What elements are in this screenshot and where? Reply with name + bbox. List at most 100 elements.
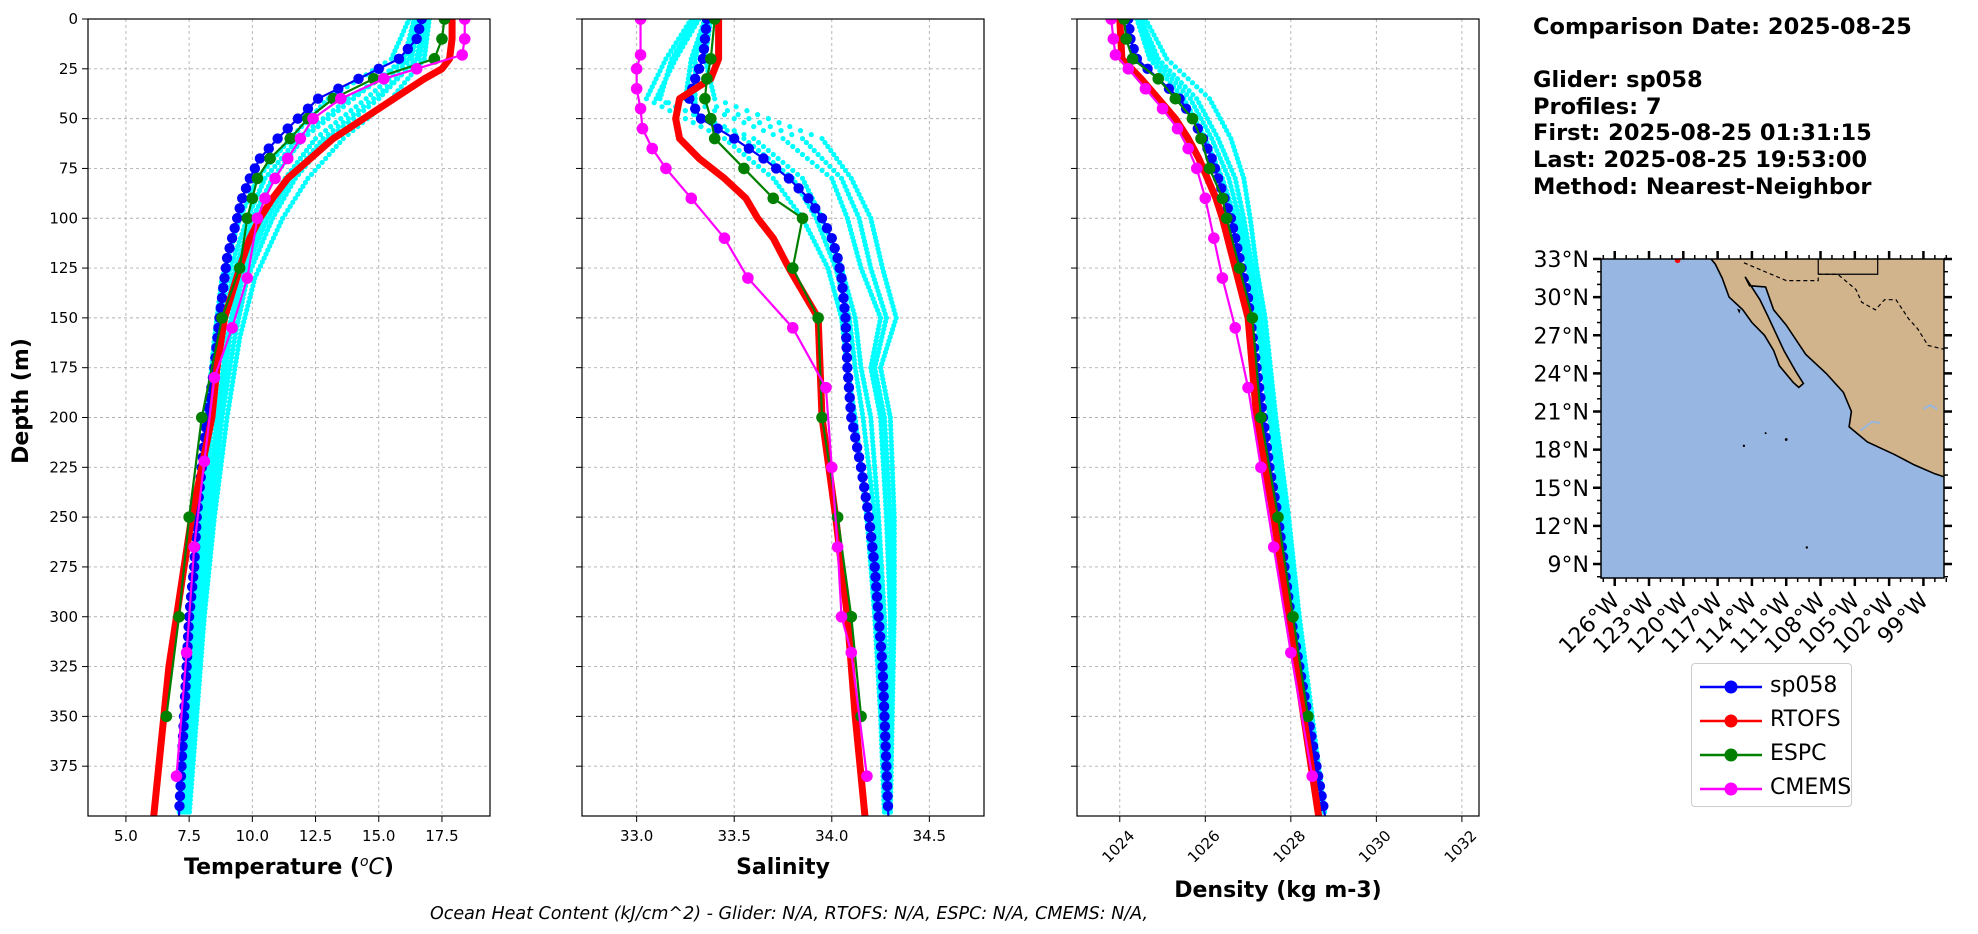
espc-point bbox=[251, 172, 264, 185]
depth-axis-label: Depth (m) bbox=[9, 338, 34, 464]
glider-profile-point bbox=[1241, 219, 1248, 225]
glider-profile-point bbox=[1202, 92, 1208, 98]
glider-profile-point bbox=[368, 92, 374, 98]
last-time: Last: 2025-08-25 19:53:00 bbox=[1533, 146, 1868, 173]
glider-profile-point bbox=[1239, 171, 1246, 178]
glider-profile-point bbox=[888, 530, 894, 536]
glider-profile-point bbox=[201, 578, 208, 584]
glider-profile-point bbox=[878, 554, 884, 560]
glider-profile-point bbox=[1252, 296, 1259, 302]
glider-profile-point bbox=[203, 554, 209, 560]
map-frame bbox=[1600, 258, 1945, 579]
cmems-point bbox=[630, 63, 643, 75]
x-tick-label: 33.5 bbox=[718, 827, 751, 845]
glider-profile-point bbox=[860, 199, 866, 205]
cmems-point bbox=[458, 33, 471, 45]
glider-profile-point bbox=[242, 315, 248, 321]
glider-profile-point bbox=[1287, 530, 1294, 536]
glider-profile-point bbox=[876, 526, 882, 532]
glider-profile-point bbox=[1194, 84, 1200, 90]
glider-profile-point bbox=[868, 486, 875, 492]
glider-profile-point bbox=[1269, 418, 1275, 425]
glider-profile-point bbox=[1289, 550, 1296, 556]
cmems-point bbox=[634, 102, 647, 115]
x-axis-label: Density (kg m-3) bbox=[1174, 878, 1382, 903]
glider-profile-point bbox=[220, 446, 226, 452]
glider-profile-point bbox=[416, 56, 422, 62]
espc-point bbox=[1169, 92, 1182, 105]
glider-profile-point bbox=[233, 355, 240, 361]
glider-profile-point bbox=[1261, 311, 1268, 317]
glider-profile-point bbox=[288, 143, 294, 150]
glider-profile-point bbox=[263, 251, 269, 257]
glider-profile-point bbox=[889, 466, 895, 472]
espc-point bbox=[704, 53, 717, 65]
glider-profile-point bbox=[875, 502, 881, 508]
y-tick-label: 200 bbox=[49, 409, 78, 427]
glider-profile-point bbox=[782, 191, 788, 197]
glider-profile-point bbox=[888, 534, 894, 540]
sp058-point bbox=[876, 651, 887, 662]
glider-profile-point bbox=[709, 84, 715, 90]
sp058-point bbox=[873, 611, 884, 622]
profile-count: Profiles: 7 bbox=[1533, 93, 1662, 120]
glider-profile-point bbox=[1261, 307, 1267, 313]
glider-profile-point bbox=[878, 558, 884, 564]
glider-profile-point bbox=[1284, 502, 1290, 508]
glider-profile-point bbox=[219, 450, 226, 456]
glider-profile-point bbox=[891, 514, 897, 520]
glider-profile-point bbox=[1267, 402, 1273, 409]
plot-area bbox=[1105, 19, 1329, 816]
glider-profile-point bbox=[1242, 223, 1248, 229]
glider-profile-point bbox=[204, 550, 210, 556]
glider-profile-point bbox=[189, 769, 196, 775]
glider-profile-point bbox=[687, 24, 694, 30]
espc-point bbox=[738, 162, 750, 175]
glider-profile-point bbox=[269, 207, 275, 213]
glider-profile-point bbox=[267, 211, 273, 217]
glider-profile-point bbox=[1173, 80, 1179, 86]
glider-profile-point bbox=[196, 681, 202, 688]
glider-profile-point bbox=[1286, 518, 1292, 524]
espc-point bbox=[1255, 411, 1267, 424]
glider-profile-point bbox=[423, 40, 429, 46]
glider-profile-point bbox=[888, 558, 894, 564]
glider-profile-point bbox=[1153, 36, 1159, 42]
glider-profile-point bbox=[1265, 343, 1271, 349]
glider-profile-point bbox=[1220, 147, 1226, 154]
glider-profile-point bbox=[1228, 183, 1234, 189]
glider-profile-point bbox=[1194, 108, 1200, 114]
glider-profile-point bbox=[1219, 159, 1225, 166]
glider-profile-point bbox=[1241, 179, 1248, 185]
glider-profile-point bbox=[1291, 562, 1297, 568]
glider-profile-point bbox=[1276, 438, 1282, 445]
glider-profile-point bbox=[879, 446, 886, 452]
glider-profile-point bbox=[200, 594, 206, 600]
glider-profile-point bbox=[202, 574, 208, 580]
glider-profile-point bbox=[671, 52, 677, 58]
cmems-point bbox=[646, 142, 659, 155]
glider-profile-point bbox=[871, 458, 877, 464]
glider-profile-point bbox=[1266, 355, 1273, 361]
sp058-point bbox=[882, 790, 893, 802]
sp058-point bbox=[862, 501, 873, 513]
glider-profile-point bbox=[889, 622, 895, 628]
glider-profile-point bbox=[202, 570, 208, 576]
glider-profile-point bbox=[1232, 147, 1238, 154]
sp058-point bbox=[187, 571, 199, 583]
glider-profile-point bbox=[889, 610, 895, 616]
glider-profile-point bbox=[1284, 538, 1290, 544]
glider-profile-point bbox=[881, 474, 887, 480]
cmems-point bbox=[1107, 33, 1120, 45]
glider-profile-point bbox=[360, 104, 367, 110]
glider-profile-point bbox=[851, 353, 857, 359]
glider-profile-point bbox=[255, 203, 262, 209]
glider-profile-point bbox=[888, 550, 894, 556]
glider-profile-point bbox=[232, 251, 238, 257]
glider-profile-point bbox=[188, 785, 194, 791]
glider-profile-point bbox=[372, 88, 378, 94]
glider-profile-point bbox=[1147, 56, 1153, 62]
glider-profile-point bbox=[803, 139, 810, 146]
glider-profile-point bbox=[235, 295, 241, 301]
glider-profile-point bbox=[218, 398, 225, 405]
